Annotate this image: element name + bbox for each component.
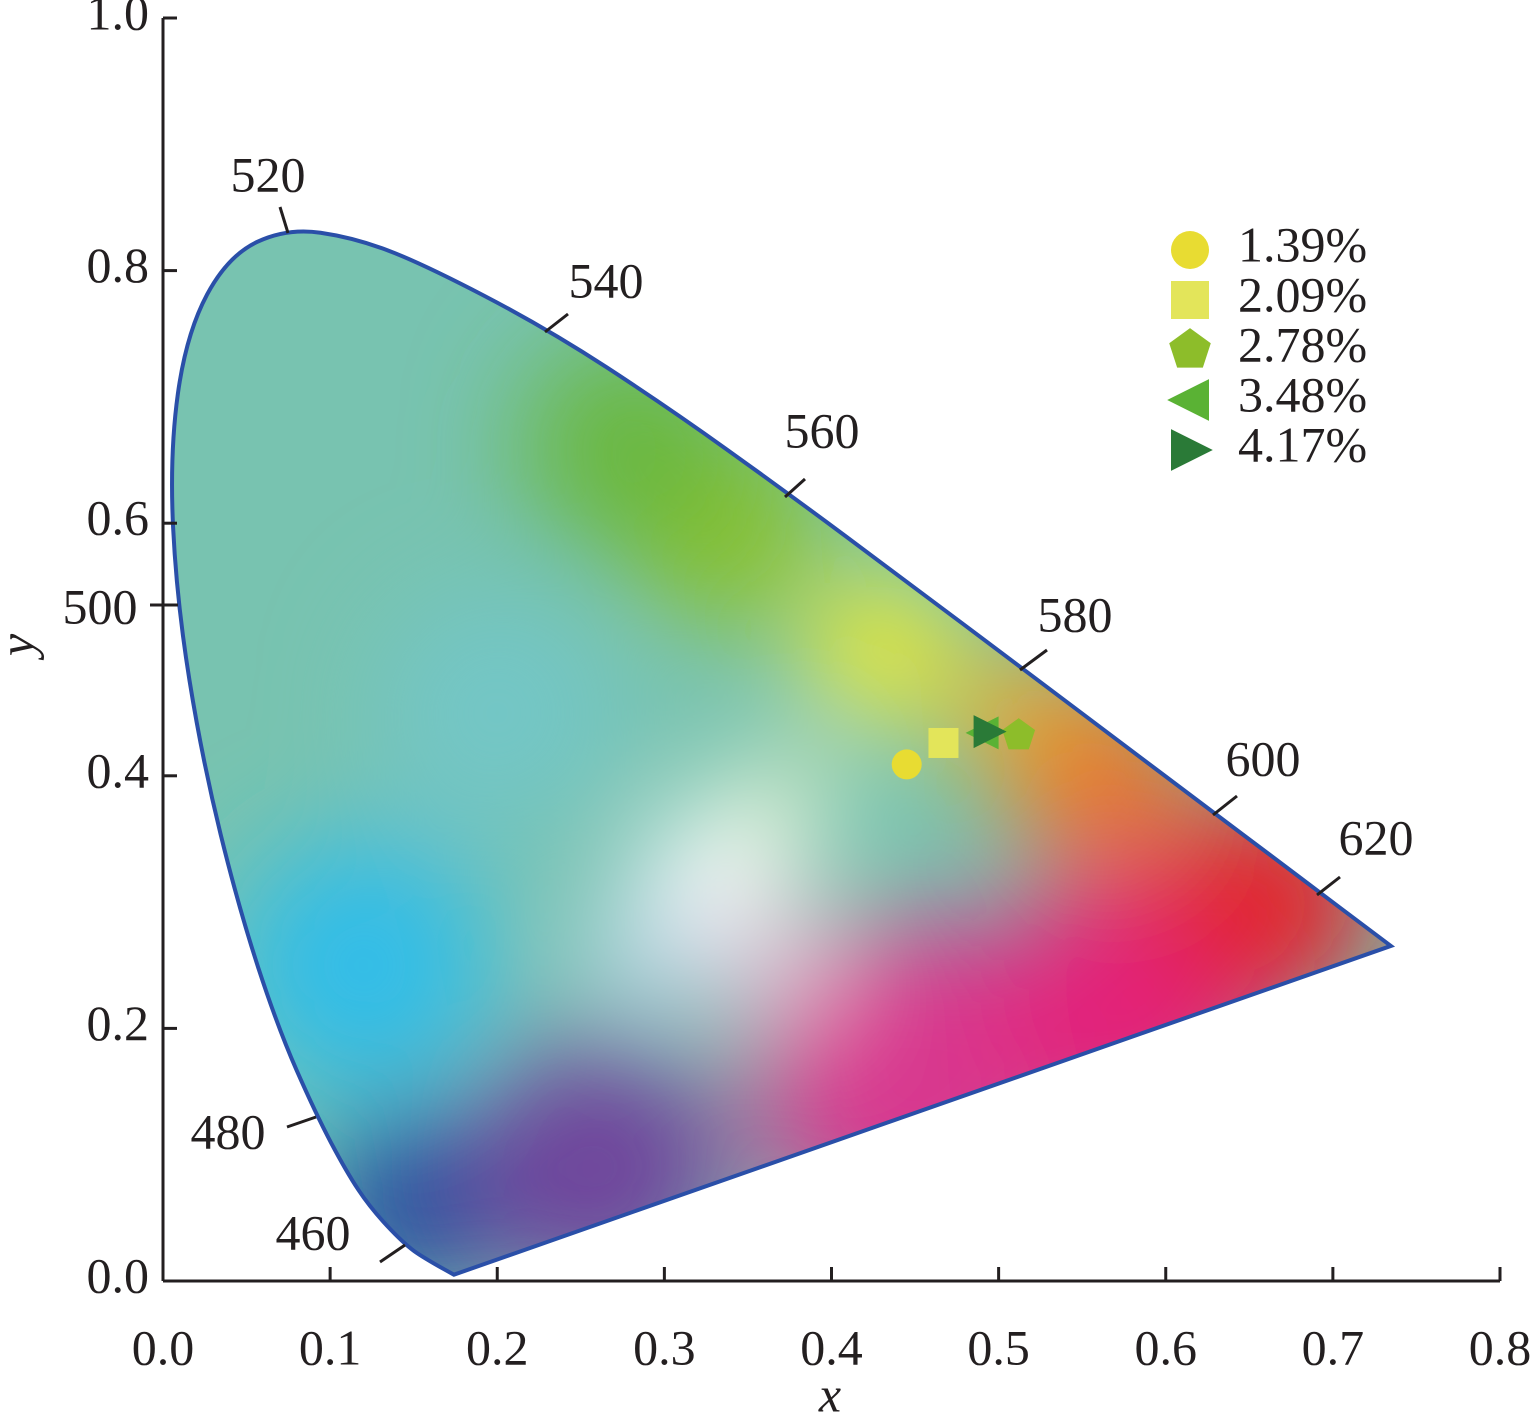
y-tick-label: 0.8 bbox=[87, 237, 150, 293]
wavelength-tick bbox=[286, 1115, 317, 1129]
legend-marker bbox=[1167, 379, 1209, 421]
x-tick-label: 0.8 bbox=[1469, 1319, 1532, 1375]
y-tick-label: 0.2 bbox=[87, 995, 150, 1051]
x-tick-label: 0.7 bbox=[1302, 1319, 1365, 1375]
data-point bbox=[1002, 718, 1036, 750]
legend-label: 2.78% bbox=[1238, 316, 1367, 372]
wavelength-label: 460 bbox=[276, 1204, 351, 1260]
legend-label: 1.39% bbox=[1238, 216, 1367, 272]
wavelength-label: 500 bbox=[63, 578, 138, 634]
wavelength-tick bbox=[1019, 648, 1048, 672]
legend-label: 3.48% bbox=[1238, 366, 1367, 422]
data-point bbox=[973, 715, 1007, 749]
wavelength-label: 560 bbox=[785, 402, 860, 458]
wavelength-tick bbox=[1316, 875, 1341, 897]
gamut-blob bbox=[587, 892, 708, 1013]
x-tick-label: 0.2 bbox=[466, 1319, 529, 1375]
data-point bbox=[891, 749, 922, 780]
gamut-blob bbox=[811, 579, 952, 720]
gamut-blob bbox=[520, 337, 741, 558]
legend-marker bbox=[1171, 231, 1209, 269]
x-tick-label: 0.1 bbox=[299, 1319, 362, 1375]
data-point bbox=[928, 727, 959, 758]
gamut-blob bbox=[233, 835, 494, 1096]
legend-marker bbox=[1171, 281, 1209, 319]
wavelength-tick bbox=[1212, 794, 1238, 817]
wavelength-label: 520 bbox=[231, 146, 306, 202]
wavelength-tick bbox=[379, 1243, 406, 1264]
x-tick-label: 0.0 bbox=[132, 1319, 195, 1375]
gamut-blob bbox=[736, 756, 827, 847]
legend-label: 2.09% bbox=[1238, 266, 1367, 322]
legend-label: 4.17% bbox=[1238, 416, 1367, 472]
wavelength-label: 480 bbox=[191, 1103, 266, 1159]
x-tick-label: 0.5 bbox=[967, 1319, 1030, 1375]
y-tick-label: 0.4 bbox=[87, 742, 150, 798]
y-tick-label: 1.0 bbox=[87, 0, 150, 40]
wavelength-tick bbox=[544, 312, 569, 334]
gamut-blob bbox=[721, 905, 842, 1026]
wavelength-label: 580 bbox=[1038, 586, 1113, 642]
x-axis-label: x bbox=[818, 1366, 841, 1421]
wavelength-label: 620 bbox=[1339, 809, 1414, 865]
x-tick-label: 0.6 bbox=[1135, 1319, 1198, 1375]
wavelength-tick bbox=[278, 206, 290, 234]
spectral-locus bbox=[170, 229, 1396, 1277]
wavelength-label: 600 bbox=[1226, 730, 1301, 786]
wavelength-label: 540 bbox=[569, 252, 644, 308]
gamut-blob bbox=[377, 592, 618, 833]
legend-marker bbox=[1169, 328, 1211, 368]
x-tick-label: 0.3 bbox=[633, 1319, 696, 1375]
y-tick-label: 0.6 bbox=[87, 490, 150, 546]
y-axis-label: y bbox=[0, 633, 44, 661]
y-tick-label: 0.0 bbox=[87, 1247, 150, 1303]
legend-marker bbox=[1171, 429, 1213, 471]
x-tick-label: 0.4 bbox=[800, 1319, 863, 1375]
gamut-blob bbox=[955, 652, 1076, 773]
wavelength-tick bbox=[783, 477, 807, 499]
